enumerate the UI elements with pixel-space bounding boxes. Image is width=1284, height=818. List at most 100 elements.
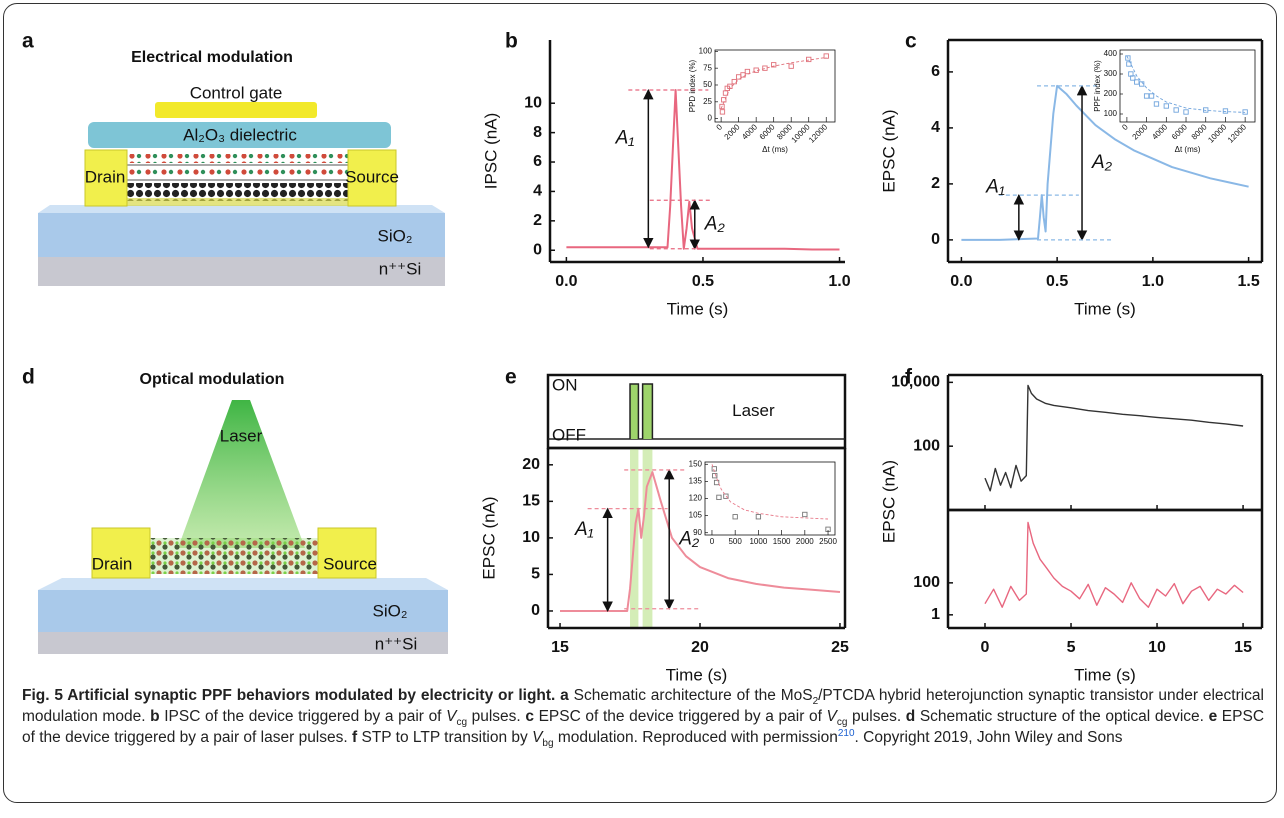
caption: Fig. 5 Artificial synaptic PPF behaviors… (22, 685, 1265, 750)
label: Control gate (190, 83, 283, 102)
y-tick-label: 25 (703, 97, 712, 106)
data-line (711, 464, 829, 520)
caption-run: Schematic architecture of the MoS (568, 687, 813, 704)
data-point (1183, 109, 1189, 115)
channel-glow (125, 538, 355, 574)
y-tick-label: 100 (1104, 109, 1118, 118)
data-point (1125, 55, 1131, 61)
x-axis-label: Time (s) (1074, 299, 1136, 318)
caption-run: pulses. (467, 708, 526, 725)
source (347, 149, 397, 207)
y-tick-label: 75 (703, 63, 712, 72)
schematic-title: Electrical modulation (131, 49, 293, 66)
y-tick-label: 100 (913, 574, 940, 591)
y-tick-label: 0 (531, 602, 540, 619)
data-line (984, 521, 1244, 608)
y-axis-label: EPSC (nA) (879, 460, 898, 543)
data-point (802, 511, 808, 518)
annotation-label: A₂ (1091, 152, 1113, 173)
data-point (732, 514, 738, 520)
x-tick-label: 0.5 (1046, 273, 1068, 290)
y-tick-label: 0 (931, 231, 940, 248)
data-point (719, 103, 725, 110)
y-axis-label: IPSC (nA) (481, 113, 500, 190)
x-tick-label: 0 (1120, 122, 1130, 132)
data-line (1126, 55, 1246, 113)
x-tick-label: 2500 (819, 537, 837, 546)
oxide-top (38, 205, 445, 213)
y-tick-label: 150 (689, 459, 703, 468)
caption-run: pulses. (847, 708, 906, 725)
data-point (1153, 101, 1160, 107)
x-axis-label: Time (s) (666, 665, 728, 684)
inset-x-label: Δt (ms) (1175, 145, 1201, 154)
y-tick-label: 5 (531, 566, 540, 583)
molecules (120, 154, 350, 163)
inset-y-label: PPF index (%) (1093, 60, 1102, 112)
y-tick-label: 100 (699, 46, 713, 55)
x-tick-label: 12000 (807, 122, 829, 144)
laser-pulse (641, 383, 654, 439)
x-axis-label: Time (s) (1074, 665, 1136, 684)
laser-state: OFF (552, 425, 586, 444)
y-axis-label: EPSC (nA) (879, 109, 898, 192)
data-point (712, 473, 718, 479)
y-tick-label: 10 (522, 529, 540, 546)
data-line (560, 471, 841, 612)
caption-run: . Copyright 2019, John Wiley and Sons (854, 729, 1123, 746)
x-tick-label: 25 (831, 639, 849, 656)
panel-label: f (905, 366, 913, 389)
data-point (823, 53, 829, 59)
laser-state: ON (552, 375, 578, 394)
label: Drain (85, 167, 126, 186)
x-tick-label: 0 (710, 537, 715, 546)
substrate (38, 632, 448, 654)
caption-run: /PTCDA hybrid heterojunction synaptic tr… (22, 687, 1264, 725)
laser-pulse (629, 383, 640, 439)
panel-label: b (505, 30, 518, 53)
x-tick-label: 2000 (796, 537, 814, 546)
caption-run: cg (456, 717, 468, 729)
x-tick-label: 2000 (1131, 122, 1150, 141)
label: n⁺⁺Si (375, 634, 418, 653)
caption-run: b (150, 708, 160, 725)
x-tick-label: 6000 (1170, 122, 1189, 141)
data-point (1126, 61, 1132, 67)
label: Al₂O₃ dielectric (183, 125, 297, 144)
y-tick-label: 50 (703, 80, 712, 89)
data-line (984, 384, 1244, 492)
data-point (1242, 109, 1248, 115)
x-tick-label: 4000 (1150, 122, 1169, 141)
data-point (1130, 75, 1136, 81)
x-tick-label: 20 (691, 639, 709, 656)
x-tick-label: 10 (1148, 639, 1166, 656)
channel (125, 538, 355, 574)
caption-run: c (525, 708, 534, 725)
x-tick-label: 0 (715, 122, 725, 132)
data-point (788, 63, 794, 69)
data-point (771, 62, 777, 68)
x-tick-label: 1.0 (828, 273, 850, 290)
y-tick-label: 120 (689, 494, 703, 503)
caption-run: V (826, 708, 837, 725)
label: SiO₂ (373, 601, 408, 620)
drain (84, 149, 128, 207)
data-point (723, 493, 729, 499)
channel-base (120, 198, 350, 206)
y-tick-label: 10 (524, 94, 542, 111)
x-tick-label: 12000 (1226, 122, 1248, 144)
y-tick-label: 2 (533, 212, 542, 229)
x-tick-label: 0.0 (950, 273, 972, 290)
label: Drain (92, 554, 133, 573)
caption-run: bg (542, 738, 554, 750)
data-point (1173, 107, 1179, 113)
x-tick-label: 2000 (723, 122, 742, 141)
x-tick-label: 15 (551, 639, 569, 656)
laser-beam (178, 400, 305, 548)
data-point (719, 109, 726, 115)
caption-run: EPSC of the device triggered by a pair o… (22, 708, 1265, 746)
y-tick-label: 90 (693, 528, 702, 537)
y-tick-label: 300 (1104, 69, 1118, 78)
x-tick-label: 10000 (1206, 122, 1228, 144)
